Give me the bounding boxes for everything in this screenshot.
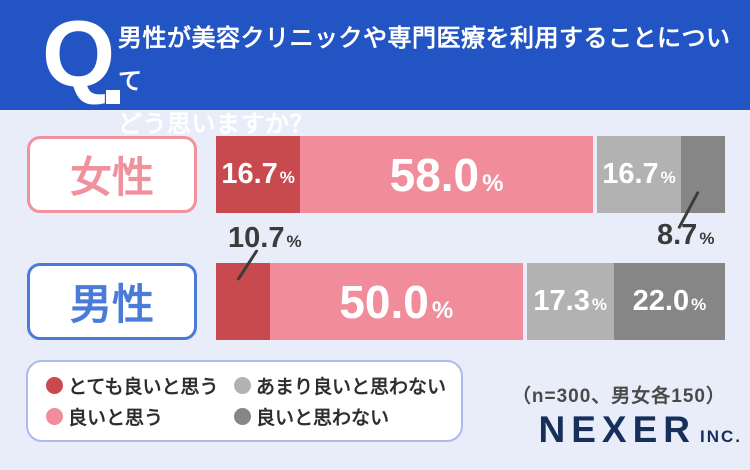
legend-dot <box>46 408 63 425</box>
q-mark-dot <box>106 90 120 104</box>
legend-dot <box>234 377 251 394</box>
bar-segment: 17.3% <box>526 263 614 340</box>
legend-box: とても良いと思う あまり良いと思わない良いと思う 良いと思わない <box>26 360 463 442</box>
callout-number: 10.7 <box>228 222 285 254</box>
callout-number: 8.7 <box>657 219 698 251</box>
brand-suffix: INC. <box>700 427 742 446</box>
bar-segment <box>681 136 725 213</box>
survey-note: （n=300、男女各150） <box>511 386 726 407</box>
bar-segment: 58.0% <box>300 136 593 213</box>
q-mark: Q <box>42 1 116 106</box>
category-label-female: 女性 <box>27 136 197 213</box>
bar-segment-value: 17.3% <box>533 285 607 317</box>
bar-segment: 16.7% <box>216 136 301 213</box>
legend-dot <box>234 408 251 425</box>
legend-label: 良いと思わない <box>256 408 390 429</box>
bar-group-gap <box>522 263 527 340</box>
legend-item: とても良いと思う <box>46 372 234 399</box>
legend-label: 良いと思う <box>68 408 164 429</box>
bar-segment-value: 58.0% <box>389 148 504 201</box>
callout-value-female-not-good: 8.7% <box>657 219 714 252</box>
bar-segment: 50.0% <box>270 263 523 340</box>
bar-female: 16.7% 58.0% 16.7% <box>216 136 725 213</box>
bar-group-gap <box>592 136 597 213</box>
bar-segment-value: 16.7% <box>602 158 676 190</box>
legend-item: あまり良いと思わない <box>234 372 461 399</box>
bar-segment-value: 22.0% <box>632 285 707 317</box>
legend-item: 良いと思わない <box>234 403 461 430</box>
question-header: Q 男性が美容クリニックや専門医療を利用することについて どう思いますか？ <box>0 0 750 138</box>
bar-segment-value: 16.7% <box>221 158 295 190</box>
percent-sign: % <box>699 229 715 248</box>
bar-male: 50.0% 17.3% 22.0% <box>216 263 725 340</box>
legend-label: とても良いと思う <box>68 377 219 398</box>
legend-dot <box>46 377 63 394</box>
legend-label: あまり良いと思わない <box>256 377 447 398</box>
question-text: 男性が美容クリニックや専門医療を利用することについて どう思いますか？ <box>118 17 750 146</box>
brand-name: NEXER <box>538 409 696 450</box>
bar-segment <box>216 263 271 340</box>
question-line-1: 男性が美容クリニックや専門医療を利用することについて <box>118 25 731 95</box>
bar-segment: 22.0% <box>613 263 725 340</box>
bar-segment: 16.7% <box>596 136 682 213</box>
bar-segment-value: 50.0% <box>339 275 454 328</box>
brand-logo: NEXER INC. <box>539 409 742 451</box>
category-label-male: 男性 <box>27 263 197 340</box>
percent-sign: % <box>286 232 302 251</box>
question-line-2: どう思いますか？ <box>118 111 314 138</box>
callout-value-male-very-good: 10.7% <box>228 222 302 255</box>
legend-item: 良いと思う <box>46 403 234 430</box>
